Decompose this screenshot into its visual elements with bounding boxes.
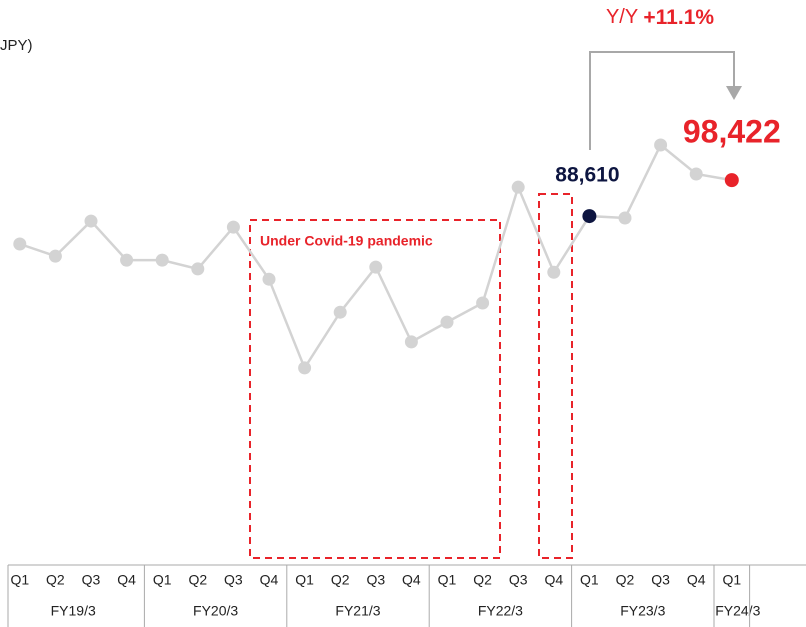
x-tick-label: Q1 [580,572,599,588]
group-label: FY23/3 [620,603,665,619]
point [13,237,27,251]
x-tick-label: Q1 [153,572,172,588]
point [547,265,561,279]
x-tick-label: Q3 [224,572,243,588]
point [155,253,169,267]
point [191,262,205,276]
point [262,272,276,286]
x-tick-label: Q1 [722,572,741,588]
x-tick-label: Q3 [82,572,101,588]
x-tick-label: Q4 [260,572,279,588]
x-tick-label: Q4 [544,572,563,588]
yoy-prefix: Y/Y [606,6,638,28]
group-label: FY19/3 [51,603,96,619]
covid-box [249,219,501,559]
point [654,138,668,152]
yoy-label: Y/Y +11.1% [606,6,714,29]
group-label: FY20/3 [193,603,238,619]
covid-box-q4 [538,193,573,559]
point [369,260,383,274]
data-label: 98,422 [683,114,781,150]
point [84,214,98,228]
point [476,296,490,310]
x-tick-label: Q4 [402,572,421,588]
data-label: 88,610 [555,164,619,187]
point [689,167,703,181]
group-label: FY21/3 [335,603,380,619]
point [120,253,134,267]
point [226,220,240,234]
unit-label: JPY) [0,37,33,54]
x-tick-label: Q3 [366,572,385,588]
annotation: Under Covid-19 pandemic [260,233,433,249]
point [511,180,525,194]
x-tick-label: Q4 [117,572,136,588]
yoy-arrow [726,86,742,100]
point [333,305,347,319]
point [48,249,62,263]
x-tick-label: Q3 [509,572,528,588]
x-tick-label: Q2 [616,572,635,588]
x-tick-label: Q4 [687,572,706,588]
point [440,315,454,329]
x-tick-label: Q2 [331,572,350,588]
x-tick-label: Q3 [651,572,670,588]
point [618,211,632,225]
point [724,173,739,188]
x-tick-label: Q2 [46,572,65,588]
point [582,209,597,224]
point [298,361,312,375]
yoy-value: +11.1% [643,6,714,29]
point [404,335,418,349]
x-tick-label: Q2 [473,572,492,588]
yoy-bracket [589,51,735,150]
x-tick-label: Q2 [188,572,207,588]
x-tick-label: Q1 [295,572,314,588]
x-tick-label: Q1 [10,572,29,588]
group-label: FY22/3 [478,603,523,619]
group-label: FY24/3 [715,603,760,619]
x-tick-label: Q1 [438,572,457,588]
